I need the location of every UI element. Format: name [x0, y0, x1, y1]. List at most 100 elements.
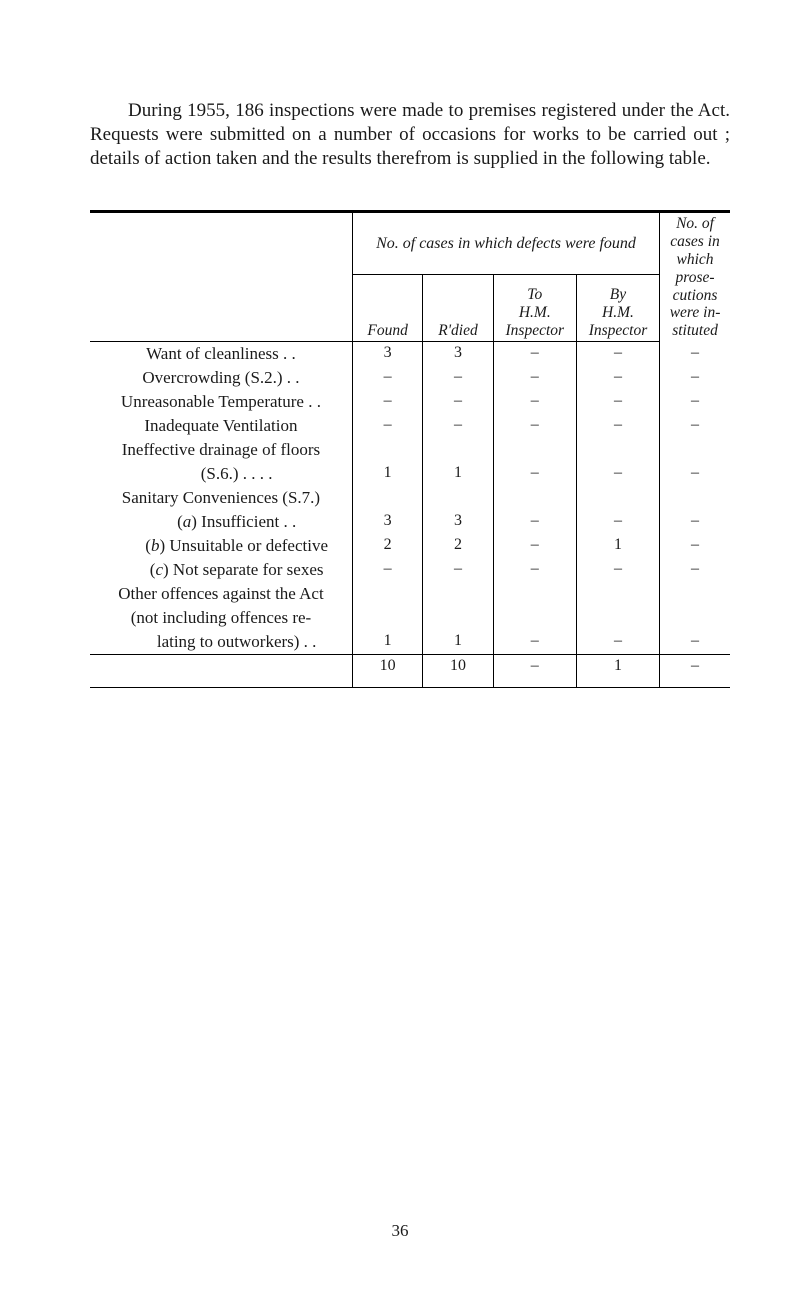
header-prosecutions: No. ofcases inwhichprose-cutionswere in-…	[660, 213, 730, 342]
cell-by: –	[576, 462, 659, 486]
row-label: Sanitary Conveniences (S.7.)	[90, 486, 352, 510]
cell-found	[352, 438, 422, 462]
cell-by: –	[576, 558, 659, 582]
cell-by	[576, 486, 659, 510]
cell-to	[493, 606, 576, 630]
cell-by	[576, 606, 659, 630]
cell-by: –	[576, 630, 659, 655]
row-label: (c) Not separate for sexes	[90, 558, 352, 582]
row-label: Want of cleanliness . .	[90, 342, 352, 367]
cell-rdied: –	[423, 558, 493, 582]
cell-by: –	[576, 390, 659, 414]
cell-to: –	[493, 630, 576, 655]
cell-to	[493, 486, 576, 510]
cell-found	[352, 606, 422, 630]
cell-rdied: –	[423, 390, 493, 414]
cell-to: –	[493, 510, 576, 534]
row-label: (not including offences re-	[90, 606, 352, 630]
defects-table: No. of cases in which defects were found…	[90, 210, 730, 688]
cell-by: –	[576, 342, 659, 367]
cell-rdied: –	[423, 414, 493, 438]
table-total-row: 10 10 – 1 –	[90, 655, 730, 688]
cell-found: –	[352, 390, 422, 414]
cell-pros: –	[660, 342, 730, 367]
row-label: Other offences against the Act	[90, 582, 352, 606]
table-row: Inadequate Ventilation–––––	[90, 414, 730, 438]
header-to-inspector: ToH.M.Inspector	[493, 274, 576, 342]
cell-to: –	[493, 342, 576, 367]
header-rdied: R'died	[423, 274, 493, 342]
table-row: Ineffective drainage of floors	[90, 438, 730, 462]
cell-found: 1	[352, 462, 422, 486]
table-row: Overcrowding (S.2.) . .–––––	[90, 366, 730, 390]
cell-rdied: 3	[423, 342, 493, 367]
cell-by: 1	[576, 534, 659, 558]
cell-by	[576, 582, 659, 606]
row-label: Unreasonable Temperature . .	[90, 390, 352, 414]
page: During 1955, 186 inspections were made t…	[0, 0, 800, 1291]
row-label: Overcrowding (S.2.) . .	[90, 366, 352, 390]
cell-rdied: 2	[423, 534, 493, 558]
header-found: Found	[352, 274, 422, 342]
table-header-group-row: No. of cases in which defects were found…	[90, 213, 730, 274]
row-label: Ineffective drainage of floors	[90, 438, 352, 462]
cell-pros: –	[660, 390, 730, 414]
table-row: Unreasonable Temperature . .–––––	[90, 390, 730, 414]
row-label: (S.6.) . . . .	[90, 462, 352, 486]
cell-rdied	[423, 438, 493, 462]
cell-by: –	[576, 510, 659, 534]
cell-to: –	[493, 390, 576, 414]
cell-pros: –	[660, 462, 730, 486]
total-to: –	[493, 655, 576, 688]
cell-to: –	[493, 462, 576, 486]
cell-found	[352, 486, 422, 510]
cell-found: 2	[352, 534, 422, 558]
cell-pros: –	[660, 558, 730, 582]
header-by-inspector: ByH.M.Inspector	[576, 274, 659, 342]
cell-to: –	[493, 534, 576, 558]
cell-to	[493, 438, 576, 462]
cell-rdied	[423, 486, 493, 510]
cell-rdied	[423, 606, 493, 630]
table-header-sub-row: Found R'died ToH.M.Inspector ByH.M.Inspe…	[90, 274, 730, 342]
header-group-defects: No. of cases in which defects were found	[352, 213, 659, 274]
table-row: (not including offences re-	[90, 606, 730, 630]
cell-to: –	[493, 558, 576, 582]
cell-to: –	[493, 366, 576, 390]
intro-paragraph: During 1955, 186 inspections were made t…	[90, 99, 730, 170]
cell-pros	[660, 486, 730, 510]
cell-found: 3	[352, 342, 422, 367]
cell-found	[352, 582, 422, 606]
total-pros: –	[660, 655, 730, 688]
table-row: Other offences against the Act	[90, 582, 730, 606]
cell-pros	[660, 606, 730, 630]
row-label: (a) Insufficient . .	[90, 510, 352, 534]
cell-by	[576, 438, 659, 462]
table-row: (a) Insufficient . .33–––	[90, 510, 730, 534]
cell-to	[493, 582, 576, 606]
cell-found: 1	[352, 630, 422, 655]
cell-pros	[660, 438, 730, 462]
row-label: lating to outworkers) . .	[90, 630, 352, 655]
cell-pros: –	[660, 630, 730, 655]
cell-by: –	[576, 366, 659, 390]
cell-found: –	[352, 558, 422, 582]
table-row: Want of cleanliness . .33–––	[90, 342, 730, 367]
total-rdied: 10	[423, 655, 493, 688]
row-label: Inadequate Ventilation	[90, 414, 352, 438]
row-label: (b) Unsuitable or defective	[90, 534, 352, 558]
cell-pros: –	[660, 534, 730, 558]
total-by: 1	[576, 655, 659, 688]
cell-pros: –	[660, 510, 730, 534]
cell-rdied: 1	[423, 462, 493, 486]
cell-pros	[660, 582, 730, 606]
cell-found: 3	[352, 510, 422, 534]
cell-found: –	[352, 414, 422, 438]
table-row: (c) Not separate for sexes–––––	[90, 558, 730, 582]
cell-rdied: –	[423, 366, 493, 390]
table-row: lating to outworkers) . .11–––	[90, 630, 730, 655]
cell-rdied: 3	[423, 510, 493, 534]
cell-rdied	[423, 582, 493, 606]
cell-to: –	[493, 414, 576, 438]
table-row: Sanitary Conveniences (S.7.)	[90, 486, 730, 510]
